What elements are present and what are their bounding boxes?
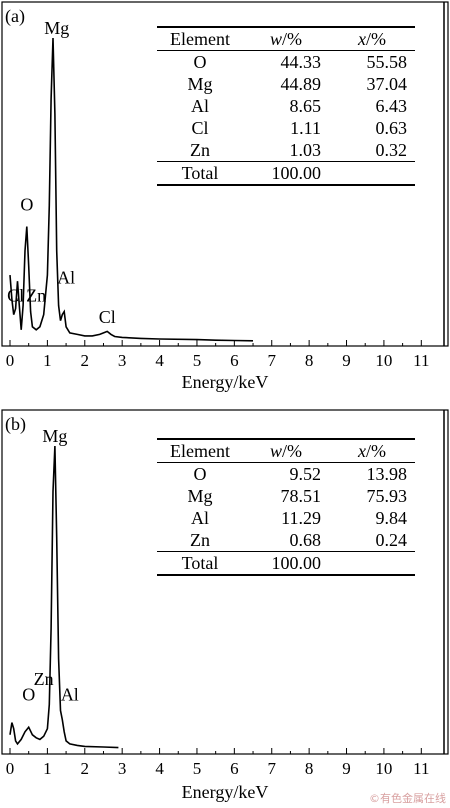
table-cell-total-value	[329, 551, 415, 576]
x-tick-label: 4	[155, 759, 164, 778]
table-cell-value: 9.52	[289, 464, 322, 484]
table-cell-element: Mg	[187, 486, 213, 506]
table-cell-value: 0.63	[375, 118, 408, 138]
spectrum-panel-a: 0 1 2 3 4 5 6 7 8 9 10 11 Mg O Cl Zn Al Cl (a) Element w/…	[0, 0, 450, 392]
table-cell-element: O	[193, 52, 207, 72]
table-row: Mg 78.51 75.93	[157, 485, 415, 507]
table-cell-value: 13.98	[366, 464, 408, 484]
table-header-w: w/%	[243, 439, 329, 463]
table-row: O 9.52 13.98	[157, 463, 415, 486]
table-cell-element: Al	[191, 508, 209, 528]
x-tick-label: 11	[413, 351, 429, 370]
table-cell-value: 75.93	[366, 486, 408, 506]
table-cell-value: 8.65	[289, 96, 322, 116]
table-cell-value: 0.68	[289, 530, 322, 550]
table-cell-element: O	[193, 464, 207, 484]
table-cell-element: Zn	[190, 530, 210, 550]
x-tick-label: 6	[230, 351, 239, 370]
peak-label: O	[22, 684, 35, 704]
table-cell-value: 1.11	[290, 118, 321, 138]
table-cell-value: 9.84	[375, 508, 408, 528]
table-cell-value: 44.89	[280, 74, 322, 94]
table-cell-value: 37.04	[366, 74, 408, 94]
table-row: Zn 0.68 0.24	[157, 529, 415, 552]
x-tick-label: 6	[230, 759, 239, 778]
table-cell-total-value: 100.00	[243, 551, 329, 576]
table-cell-value: 0.24	[375, 530, 408, 550]
x-tick-label: 2	[81, 759, 90, 778]
peak-label: Zn	[26, 286, 46, 306]
table-cell-element: Cl	[191, 118, 209, 138]
x-tick-label: 1	[43, 759, 52, 778]
table-header-x: x/%	[329, 439, 415, 463]
table-header-element: Element	[157, 439, 243, 463]
table-row: Al 8.65 6.43	[157, 95, 415, 117]
x-tick-label: 3	[118, 351, 127, 370]
table-header-element: Element	[157, 27, 243, 51]
x-tick-label: 5	[193, 351, 202, 370]
table-cell-element: Zn	[190, 140, 210, 160]
peak-label: Cl	[7, 286, 24, 306]
table-row-total: Total 100.00	[157, 551, 415, 576]
x-tick-label: 7	[267, 759, 276, 778]
x-tick-label: 1	[43, 351, 52, 370]
table-cell-value: 78.51	[280, 486, 322, 506]
peak-label: Mg	[42, 426, 67, 446]
x-tick-label: 0	[6, 351, 15, 370]
x-tick-label: 5	[193, 759, 202, 778]
table-cell-total-value	[329, 161, 415, 186]
table-cell-total-value: 100.00	[243, 161, 329, 186]
table-row: Al 11.29 9.84	[157, 507, 415, 529]
spectrum-line	[9, 445, 119, 749]
table-header-x: x/%	[329, 27, 415, 51]
x-tick-label: 3	[118, 759, 127, 778]
table-row-total: Total 100.00	[157, 161, 415, 186]
table-row: O 44.33 55.58	[157, 51, 415, 74]
x-tick-label: 4	[155, 351, 164, 370]
table-cell-total-label: Total	[157, 551, 243, 576]
table-row: Mg 44.89 37.04	[157, 73, 415, 95]
x-tick-label: 7	[267, 351, 276, 370]
table-cell-element: Mg	[187, 74, 213, 94]
table-header-w: w/%	[243, 27, 329, 51]
table-cell-value: 6.43	[375, 96, 408, 116]
x-tick-label: 2	[81, 351, 90, 370]
plot-frame	[1, 409, 449, 755]
table-cell-element: Al	[191, 96, 209, 116]
spectrum-line	[9, 37, 254, 342]
panel-label-a: (a)	[5, 6, 25, 26]
table-cell-value: 0.32	[375, 140, 408, 160]
peak-label: Al	[57, 267, 75, 287]
x-tick-label: 9	[342, 351, 351, 370]
x-tick-label: 8	[305, 759, 314, 778]
table-row: Zn 1.03 0.32	[157, 139, 415, 162]
table-cell-value: 11.29	[281, 508, 321, 528]
x-tick-label: 8	[305, 351, 314, 370]
peak-label: Al	[61, 684, 79, 704]
plot-frame	[1, 1, 449, 347]
table-row: Cl 1.11 0.63	[157, 117, 415, 139]
x-tick-label: 11	[413, 759, 429, 778]
composition-table-b: Element w/% x/% O 9.52 13.98 Mg 78.51 75.93 Al…	[157, 438, 415, 576]
x-tick-label: 10	[375, 351, 392, 370]
peak-label: Mg	[44, 18, 69, 38]
x-tick-label: 9	[342, 759, 351, 778]
spectrum-panel-b: 0 1 2 3 4 5 6 7 8 9 10 11 Mg Zn O Al (b) Element w/% x/…	[0, 408, 450, 802]
table-cell-value: 44.33	[280, 52, 322, 72]
peak-label: Cl	[99, 307, 116, 327]
panel-label-b: (b)	[5, 414, 26, 434]
table-cell-value: 55.58	[366, 52, 408, 72]
x-tick-label: 10	[375, 759, 392, 778]
table-cell-value: 1.03	[289, 140, 322, 160]
peak-label: O	[20, 194, 33, 214]
x-axis-label-a: Energy/keV	[181, 372, 269, 392]
watermark: ©有色金属在线	[369, 792, 446, 805]
table-cell-total-label: Total	[157, 161, 243, 186]
x-tick-label: 0	[6, 759, 15, 778]
x-axis-label-b: Energy/keV	[181, 782, 269, 802]
composition-table-a: Element w/% x/% O 44.33 55.58 Mg 44.89 37.04 A…	[157, 26, 415, 186]
peak-label: Zn	[34, 669, 54, 689]
